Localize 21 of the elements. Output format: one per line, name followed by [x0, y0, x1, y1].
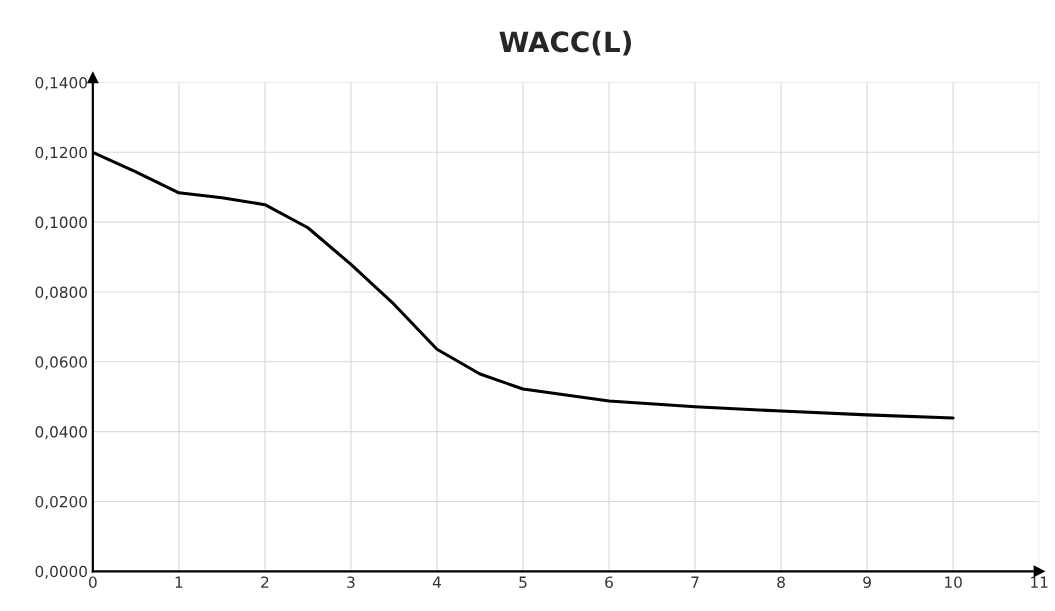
y-tick-label: 0,1400	[35, 76, 87, 91]
y-tick-label: 0,1000	[35, 216, 87, 230]
x-tick-label: 9	[863, 576, 871, 588]
x-tick-label: 8	[777, 576, 785, 588]
y-tick-label: 0,0400	[35, 426, 87, 440]
y-tick-label: 0,0800	[35, 286, 87, 300]
x-tick-label: 0	[88, 576, 97, 588]
x-tick-label: 6	[605, 576, 613, 588]
x-tick-label: 10	[945, 576, 962, 588]
y-tick-label: 0,1200	[35, 146, 87, 160]
y-tick-label: 0,0200	[35, 495, 87, 510]
x-tick-label: 7	[691, 576, 699, 588]
x-tick-label: 11	[1031, 576, 1048, 588]
y-tick-label: 0,0000	[35, 565, 87, 579]
chart-title: WACC(L)	[499, 30, 631, 56]
x-tick-label: 5	[519, 576, 527, 588]
x-tick-label: 3	[347, 576, 355, 588]
y-tick-label: 0,0600	[35, 356, 87, 370]
x-tick-label: 4	[432, 576, 441, 588]
x-tick-label: 2	[261, 576, 269, 588]
x-tick-label: 1	[175, 576, 183, 588]
